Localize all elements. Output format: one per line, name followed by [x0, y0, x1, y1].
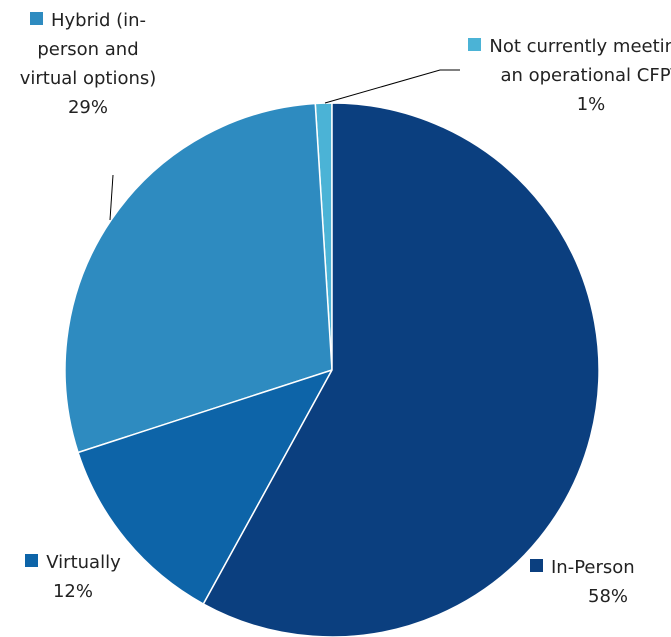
- label-hybrid: Hybrid (in-person and virtual options) 2…: [8, 6, 168, 122]
- label-virtually: Virtually 12%: [8, 548, 138, 606]
- label-name: Hybrid (in-person and virtual options): [19, 10, 157, 89]
- label-value: 12%: [52, 581, 93, 602]
- label-value: 58%: [588, 586, 629, 607]
- label-name: Virtually: [46, 552, 121, 573]
- leader-line: [324, 69, 460, 104]
- legend-swatch: [25, 554, 39, 567]
- label-not-meeting: Not currently meeting as an operational …: [466, 32, 671, 119]
- label-value: 29%: [67, 97, 108, 118]
- label-in-person: In-Person 58%: [530, 553, 671, 611]
- label-name: In-Person: [551, 557, 635, 578]
- pie-slice: [64, 102, 333, 454]
- label-name: Not currently meeting as an operational …: [489, 36, 671, 86]
- label-value: 1%: [576, 94, 606, 115]
- legend-swatch: [530, 559, 543, 572]
- pie-slice: [77, 368, 334, 605]
- legend-swatch: [29, 12, 43, 25]
- leader-line: [109, 174, 114, 221]
- legend-swatch: [468, 38, 482, 51]
